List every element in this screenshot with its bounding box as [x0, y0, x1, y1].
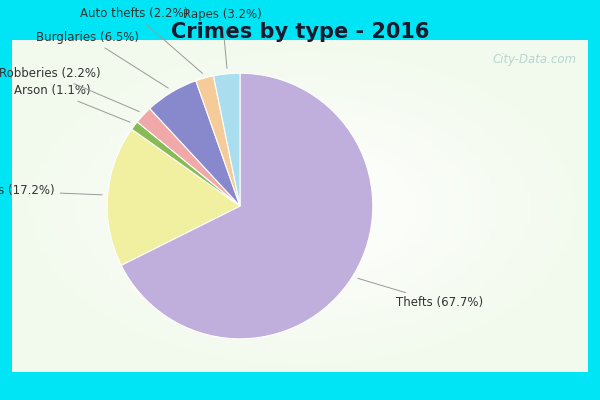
Wedge shape	[107, 129, 240, 265]
Text: Burglaries (6.5%): Burglaries (6.5%)	[37, 31, 169, 88]
Text: Auto thefts (2.2%): Auto thefts (2.2%)	[80, 7, 203, 74]
Text: Robberies (2.2%): Robberies (2.2%)	[0, 67, 139, 112]
Text: Thefts (67.7%): Thefts (67.7%)	[358, 278, 483, 309]
Wedge shape	[196, 76, 240, 206]
Text: Rapes (3.2%): Rapes (3.2%)	[182, 8, 261, 68]
Wedge shape	[121, 73, 373, 339]
Wedge shape	[150, 81, 240, 206]
Text: City-Data.com: City-Data.com	[493, 54, 577, 66]
Wedge shape	[214, 73, 240, 206]
Text: Arson (1.1%): Arson (1.1%)	[14, 84, 130, 122]
Text: Assaults (17.2%): Assaults (17.2%)	[0, 184, 102, 197]
Wedge shape	[131, 122, 240, 206]
Text: Crimes by type - 2016: Crimes by type - 2016	[171, 22, 429, 42]
Wedge shape	[137, 108, 240, 206]
